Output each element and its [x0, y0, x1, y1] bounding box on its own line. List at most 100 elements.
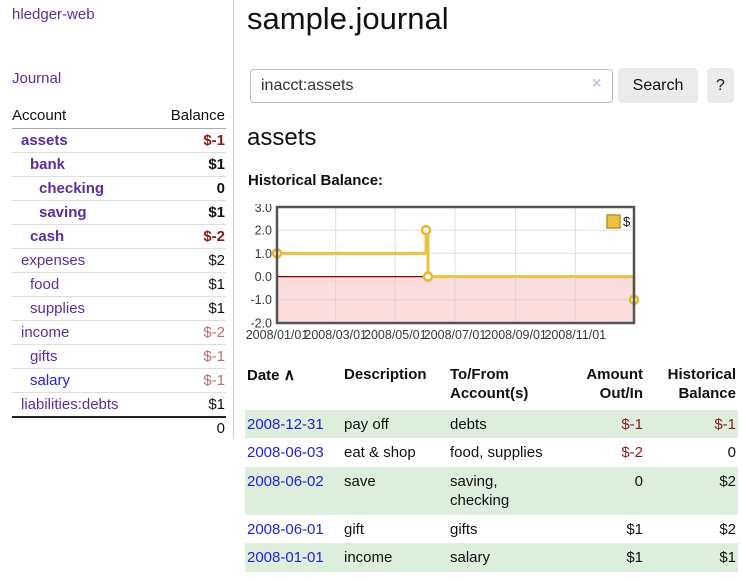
- transaction-row: 2008-06-02 save saving, checking 0 $2: [245, 466, 738, 515]
- transaction-amount: 0: [634, 472, 643, 490]
- account-link-gifts[interactable]: gifts: [30, 348, 58, 365]
- description-column-header: Description: [344, 366, 427, 383]
- transaction-description: income: [344, 549, 393, 566]
- account-balance: $1: [208, 156, 225, 173]
- balance-column-header: Balance: [170, 107, 225, 124]
- account-balance: $1: [208, 300, 225, 317]
- y-axis-labels: 3.0 2.0 1.0 0.0 -1.0 -2.0: [250, 204, 272, 330]
- transaction-accounts: saving, checking: [450, 472, 510, 510]
- account-row-income: income $-2: [12, 320, 226, 344]
- account-link-checking[interactable]: checking: [39, 180, 105, 197]
- transaction-balance: 0: [727, 444, 736, 461]
- account-row-checking: checking 0: [12, 176, 226, 200]
- account-link-liabilities-debts[interactable]: liabilities:debts: [21, 396, 119, 413]
- account-link-salary[interactable]: salary: [30, 372, 71, 389]
- account-balance: $-2: [203, 228, 225, 245]
- transaction-date-link[interactable]: 2008-06-02: [247, 472, 324, 490]
- transaction-balance: $2: [719, 520, 736, 538]
- sidebar-item-journal[interactable]: Journal: [12, 70, 62, 87]
- account-balance: $-2: [203, 324, 225, 341]
- account-balance: $-1: [203, 348, 225, 365]
- svg-text:2008/05/01: 2008/05/01: [364, 328, 427, 342]
- transaction-row: 2008-12-31 pay off debts $-1 $-1: [245, 409, 738, 438]
- historical-balance-chart: $ 3.0 2.0 1.0 0.0 -1.0 -2.0 2008/01/01 2…: [246, 204, 640, 342]
- account-row-food: food $1: [12, 272, 226, 296]
- transaction-description: eat & shop: [344, 444, 416, 461]
- transaction-row: 2008-06-01 gift gifts $1 $2: [245, 515, 738, 544]
- legend-swatch-icon: [606, 214, 621, 229]
- transaction-accounts: salary: [450, 549, 491, 566]
- account-heading: assets: [247, 124, 317, 151]
- account-column-header: Account: [12, 107, 67, 124]
- transaction-date-link[interactable]: 2008-06-01: [247, 520, 324, 538]
- date-column-header[interactable]: Date ∧: [247, 367, 296, 384]
- transaction-row: 2008-01-01 income salary $1 $1: [245, 543, 738, 572]
- account-link-food[interactable]: food: [30, 276, 60, 293]
- transaction-amount: $-1: [621, 415, 643, 433]
- account-balance: $2: [208, 252, 225, 269]
- transaction-date-link[interactable]: 2008-06-03: [247, 444, 324, 461]
- clear-search-icon[interactable]: ×: [592, 75, 602, 92]
- account-link-expenses[interactable]: expenses: [21, 252, 86, 269]
- amount-column-header: Amount Out/In: [586, 366, 643, 402]
- account-total-row: 0: [12, 416, 226, 440]
- account-row-cash: cash $-2: [12, 224, 226, 248]
- account-row-supplies: supplies $1: [12, 296, 226, 320]
- tofrom-column-header: To/From Account(s): [450, 366, 529, 402]
- account-row-liabilities-debts: liabilities:debts $1: [12, 392, 226, 416]
- svg-text:2008/07/01: 2008/07/01: [424, 328, 487, 342]
- register-header-row: Date ∧ Description To/From Account(s) Amo…: [245, 364, 738, 410]
- help-button[interactable]: ?: [707, 68, 734, 103]
- svg-text:2008/09/01: 2008/09/01: [484, 328, 547, 342]
- svg-text:-2.0: -2.0: [250, 316, 272, 330]
- sidebar: hledger-web Journal Account Balance asse…: [12, 6, 226, 440]
- account-balance: $-1: [203, 132, 225, 149]
- account-balance: $1: [208, 204, 225, 221]
- page-title: sample.journal: [247, 1, 449, 36]
- account-link-bank[interactable]: bank: [30, 156, 66, 173]
- account-link-supplies[interactable]: supplies: [30, 300, 86, 317]
- legend-label: $: [623, 214, 631, 229]
- account-row-assets: assets $-1: [12, 129, 226, 152]
- svg-text:1.0: 1.0: [255, 247, 272, 261]
- x-axis-labels: 2008/01/01 2008/03/01 2008/05/01 2008/07…: [246, 328, 606, 342]
- transaction-row: 2008-06-03 eat & shop food, supplies $-2…: [245, 438, 738, 467]
- account-table-header: Account Balance: [12, 104, 226, 129]
- account-row-expenses: expenses $2: [12, 248, 226, 272]
- account-link-income[interactable]: income: [21, 324, 70, 341]
- transaction-balance: $2: [719, 472, 736, 490]
- transaction-amount: $1: [626, 549, 643, 566]
- svg-text:3.0: 3.0: [255, 204, 272, 215]
- transaction-date-link[interactable]: 2008-01-01: [247, 549, 324, 566]
- transaction-description: pay off: [344, 415, 389, 433]
- svg-text:0.0: 0.0: [255, 270, 272, 284]
- app-brand-link[interactable]: hledger-web: [12, 6, 95, 23]
- account-link-cash[interactable]: cash: [30, 228, 65, 245]
- account-balance-table: Account Balance assets $-1 bank $1 check…: [12, 104, 226, 440]
- svg-text:2008/03/01: 2008/03/01: [304, 328, 367, 342]
- svg-text:2008/01/01: 2008/01/01: [246, 328, 309, 342]
- account-balance: 0: [216, 180, 225, 197]
- transaction-balance: $1: [719, 549, 736, 566]
- chart-title: Historical Balance:: [248, 172, 384, 189]
- transaction-accounts: food, supplies: [450, 444, 543, 461]
- sort-asc-icon: ∧: [283, 367, 296, 384]
- transaction-amount: $-2: [621, 444, 643, 461]
- account-balance: $1: [208, 276, 225, 293]
- transaction-accounts: debts: [450, 415, 487, 433]
- transaction-description: save: [344, 472, 376, 490]
- account-row-salary: salary $-1: [12, 368, 226, 392]
- account-row-gifts: gifts $-1: [12, 344, 226, 368]
- transaction-date-link[interactable]: 2008-12-31: [247, 415, 324, 433]
- plot-border: [275, 205, 636, 325]
- account-link-saving[interactable]: saving: [39, 204, 87, 221]
- svg-text:2.0: 2.0: [255, 224, 272, 238]
- transaction-description: gift: [344, 520, 365, 538]
- account-balance: $1: [208, 396, 225, 413]
- search-button[interactable]: Search: [618, 68, 698, 103]
- account-link-assets[interactable]: assets: [21, 132, 68, 149]
- search-input[interactable]: [250, 69, 613, 103]
- transaction-amount: $1: [626, 520, 643, 538]
- svg-text:2008/11/01: 2008/11/01: [544, 328, 606, 342]
- account-balance: $-1: [203, 372, 225, 389]
